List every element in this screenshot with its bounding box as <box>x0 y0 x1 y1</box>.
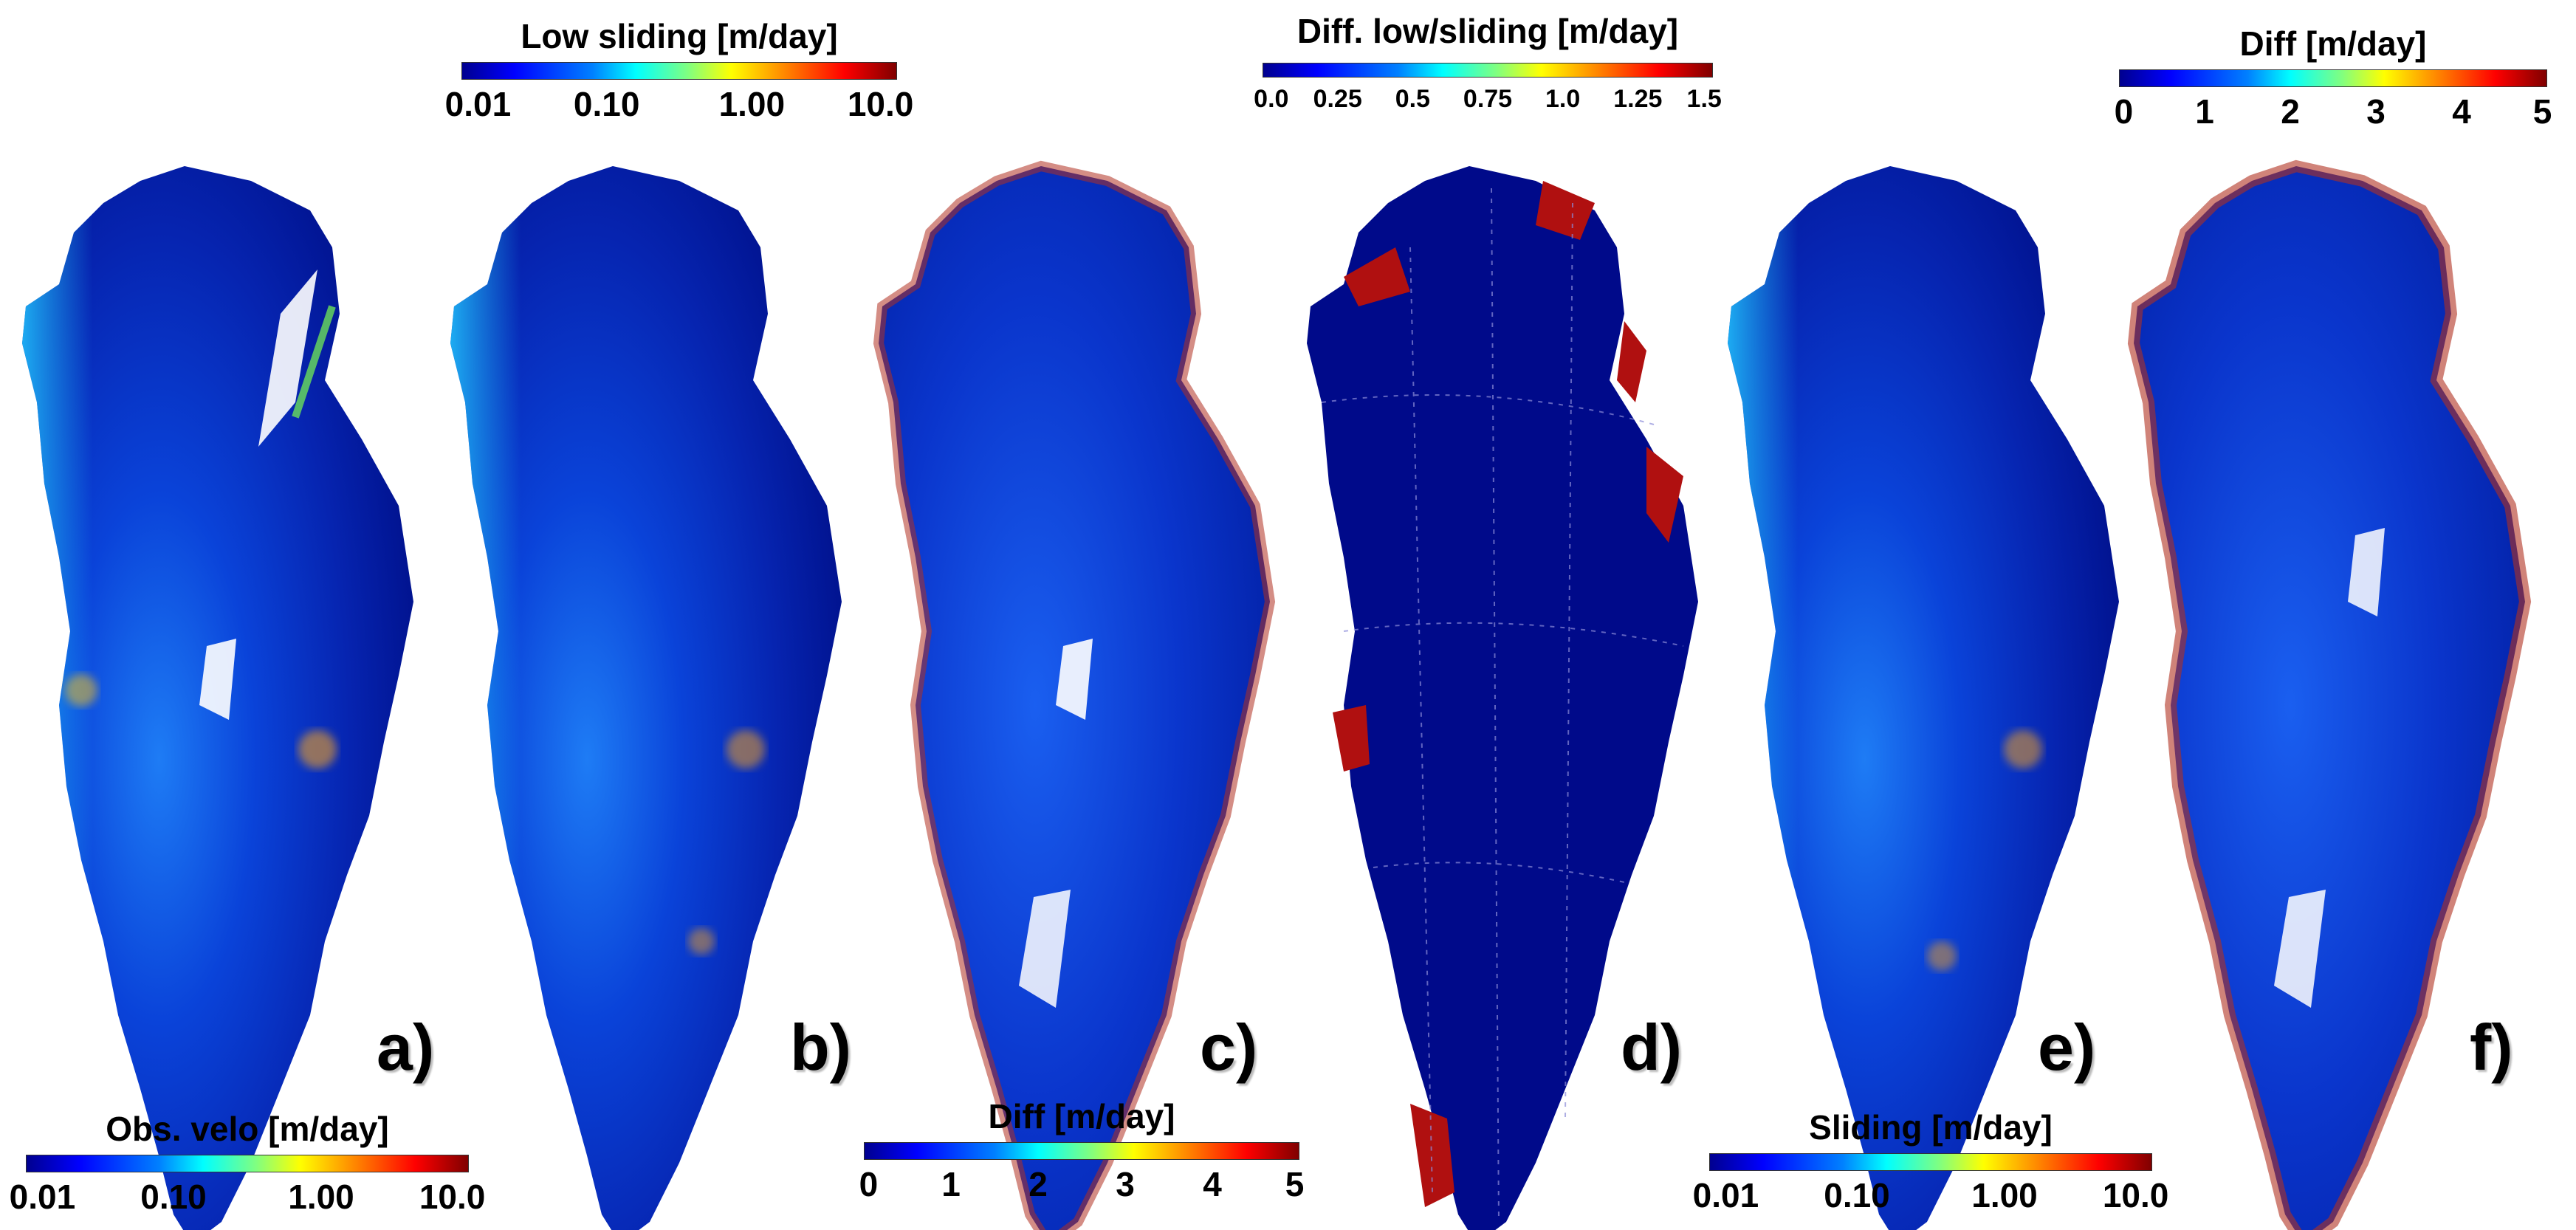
colorbar-tick-label: 3 <box>1116 1165 1135 1203</box>
colorbar-tick-label: 0 <box>859 1165 879 1203</box>
panel-label-f: f) <box>2470 1011 2513 1084</box>
colorbar-gradient <box>2119 69 2547 87</box>
panel-f-map <box>2134 166 2525 1230</box>
colorbar-diff-f: Diff [m/day] 0 1 2 3 4 5 <box>2115 24 2552 134</box>
colorbar-tick-label: 0.5 <box>1395 85 1430 113</box>
colorbar-tick-label: 10.0 <box>419 1178 486 1216</box>
colorbar-tick-label: 0.01 <box>1692 1176 1759 1214</box>
colorbar-gradient <box>461 62 897 80</box>
colorbar-tick-label: 0.10 <box>1824 1176 1890 1214</box>
colorbar-title: Diff [m/day] <box>988 1097 1175 1135</box>
colorbar-sliding: Sliding [m/day] 0.01 0.10 1.00 10.0 <box>1693 1107 2169 1218</box>
colorbar-tick-label: 1.00 <box>1971 1176 2038 1214</box>
colorbar-tick-label: 0.10 <box>573 85 640 123</box>
panel-label-c: c) <box>1200 1011 1258 1084</box>
panel-c-map <box>879 166 1270 1230</box>
colorbar-tick-label: 1.00 <box>718 85 786 123</box>
panel-a-map <box>22 166 413 1230</box>
colorbar-title: Diff [m/day] <box>2239 24 2427 63</box>
colorbar-tick-label: 0 <box>2114 92 2134 131</box>
colorbar-tick-label: 3 <box>2366 92 2386 131</box>
colorbar-diff-c: Diff [m/day] 0 1 2 3 4 5 <box>859 1096 1305 1207</box>
colorbar-tick-label: 10.0 <box>2102 1176 2169 1214</box>
colorbar-gradient <box>1709 1153 2152 1171</box>
colorbar-title: Diff. low/sliding [m/day] <box>1296 12 1679 50</box>
colorbar-title: Sliding [m/day] <box>1809 1108 2053 1147</box>
colorbar-low-sliding: Low sliding [m/day] 0.01 0.10 1.00 10.0 <box>445 16 914 127</box>
panel-b-map <box>450 166 842 1230</box>
colorbar-tick-label: 1.5 <box>1686 85 1722 113</box>
colorbar-tick-label: 1.0 <box>1545 85 1581 113</box>
panel-e-map <box>1728 166 2119 1230</box>
colorbar-tick-label: 5 <box>1285 1165 1305 1203</box>
colorbar-obs-velo: Obs. velo [m/day] 0.01 0.10 1.00 10.0 <box>10 1109 486 1220</box>
colorbar-tick-label: 0.0 <box>1254 85 1289 113</box>
colorbar-tick-label: 5 <box>2532 92 2552 131</box>
colorbar-tick-label: 0.75 <box>1463 85 1513 113</box>
colorbar-gradient <box>1263 63 1713 78</box>
panel-label-a: a) <box>377 1011 435 1084</box>
colorbar-tick-label: 1 <box>2195 92 2214 131</box>
panel-label-b: b) <box>790 1011 852 1084</box>
colorbar-tick-label: 0.10 <box>140 1178 207 1216</box>
colorbar-title: Low sliding [m/day] <box>521 17 838 55</box>
colorbar-title: Obs. velo [m/day] <box>106 1110 389 1148</box>
colorbar-tick-label: 1.00 <box>288 1178 354 1216</box>
colorbar-gradient <box>26 1155 469 1172</box>
colorbar-tick-label: 2 <box>2281 92 2300 131</box>
colorbar-tick-label: 0.25 <box>1313 85 1362 113</box>
colorbar-tick-label: 1 <box>941 1165 961 1203</box>
colorbar-tick-label: 1.25 <box>1613 85 1663 113</box>
colorbar-tick-label: 0.01 <box>9 1178 76 1216</box>
colorbar-tick-label: 4 <box>1203 1165 1222 1203</box>
colorbar-tick-label: 10.0 <box>847 85 914 123</box>
colorbar-tick-label: 2 <box>1028 1165 1048 1203</box>
panel-label-e: e) <box>2038 1011 2096 1084</box>
colorbar-tick-label: 0.01 <box>444 85 512 123</box>
panel-d-map <box>1307 166 1698 1230</box>
panel-label-d: d) <box>1621 1011 1683 1084</box>
colorbar-tick-label: 4 <box>2452 92 2471 131</box>
colorbar-gradient <box>864 1142 1299 1160</box>
colorbar-diff-low-sliding: Diff. low/sliding [m/day] 0.0 0.25 0.5 0.75… <box>1254 11 1722 122</box>
